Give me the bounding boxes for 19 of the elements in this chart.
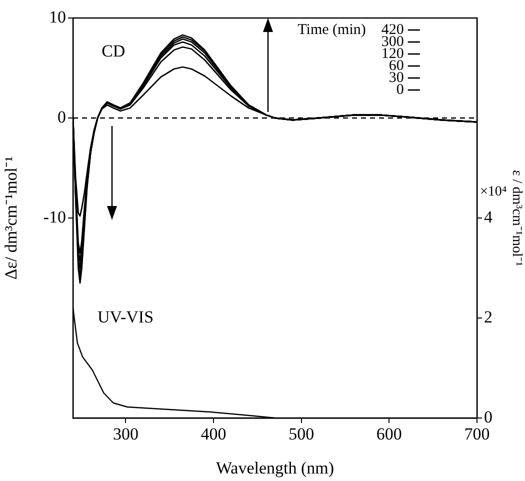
- legend-title: Time (min): [298, 22, 366, 38]
- annotation: CD: [102, 41, 126, 60]
- y2-tick-label: 0: [484, 407, 492, 426]
- y-tick-label: 10: [49, 7, 66, 26]
- x-tick-label: 300: [112, 424, 138, 444]
- x-tick-label: 700: [464, 424, 490, 444]
- x-tick-label: 500: [288, 424, 314, 444]
- y2-tick-label: 2: [484, 307, 492, 326]
- x-tick-label: 600: [376, 424, 402, 444]
- y-axis-title: Δε/ dm³cm⁻¹mol⁻¹: [2, 156, 21, 280]
- y-tick-label: 0: [58, 107, 66, 126]
- legend-label: 0: [396, 82, 404, 98]
- text: ×10⁴: [480, 184, 507, 200]
- y2-axis-title: ε / dm³cm⁻¹mol⁻¹: [508, 170, 524, 266]
- annotation: UV-VIS: [97, 307, 154, 326]
- y2-tick-label: 4: [484, 207, 493, 226]
- y-tick-label: -10: [43, 207, 66, 226]
- x-axis-title: Wavelength (nm): [216, 458, 334, 478]
- x-tick-label: 400: [200, 424, 226, 444]
